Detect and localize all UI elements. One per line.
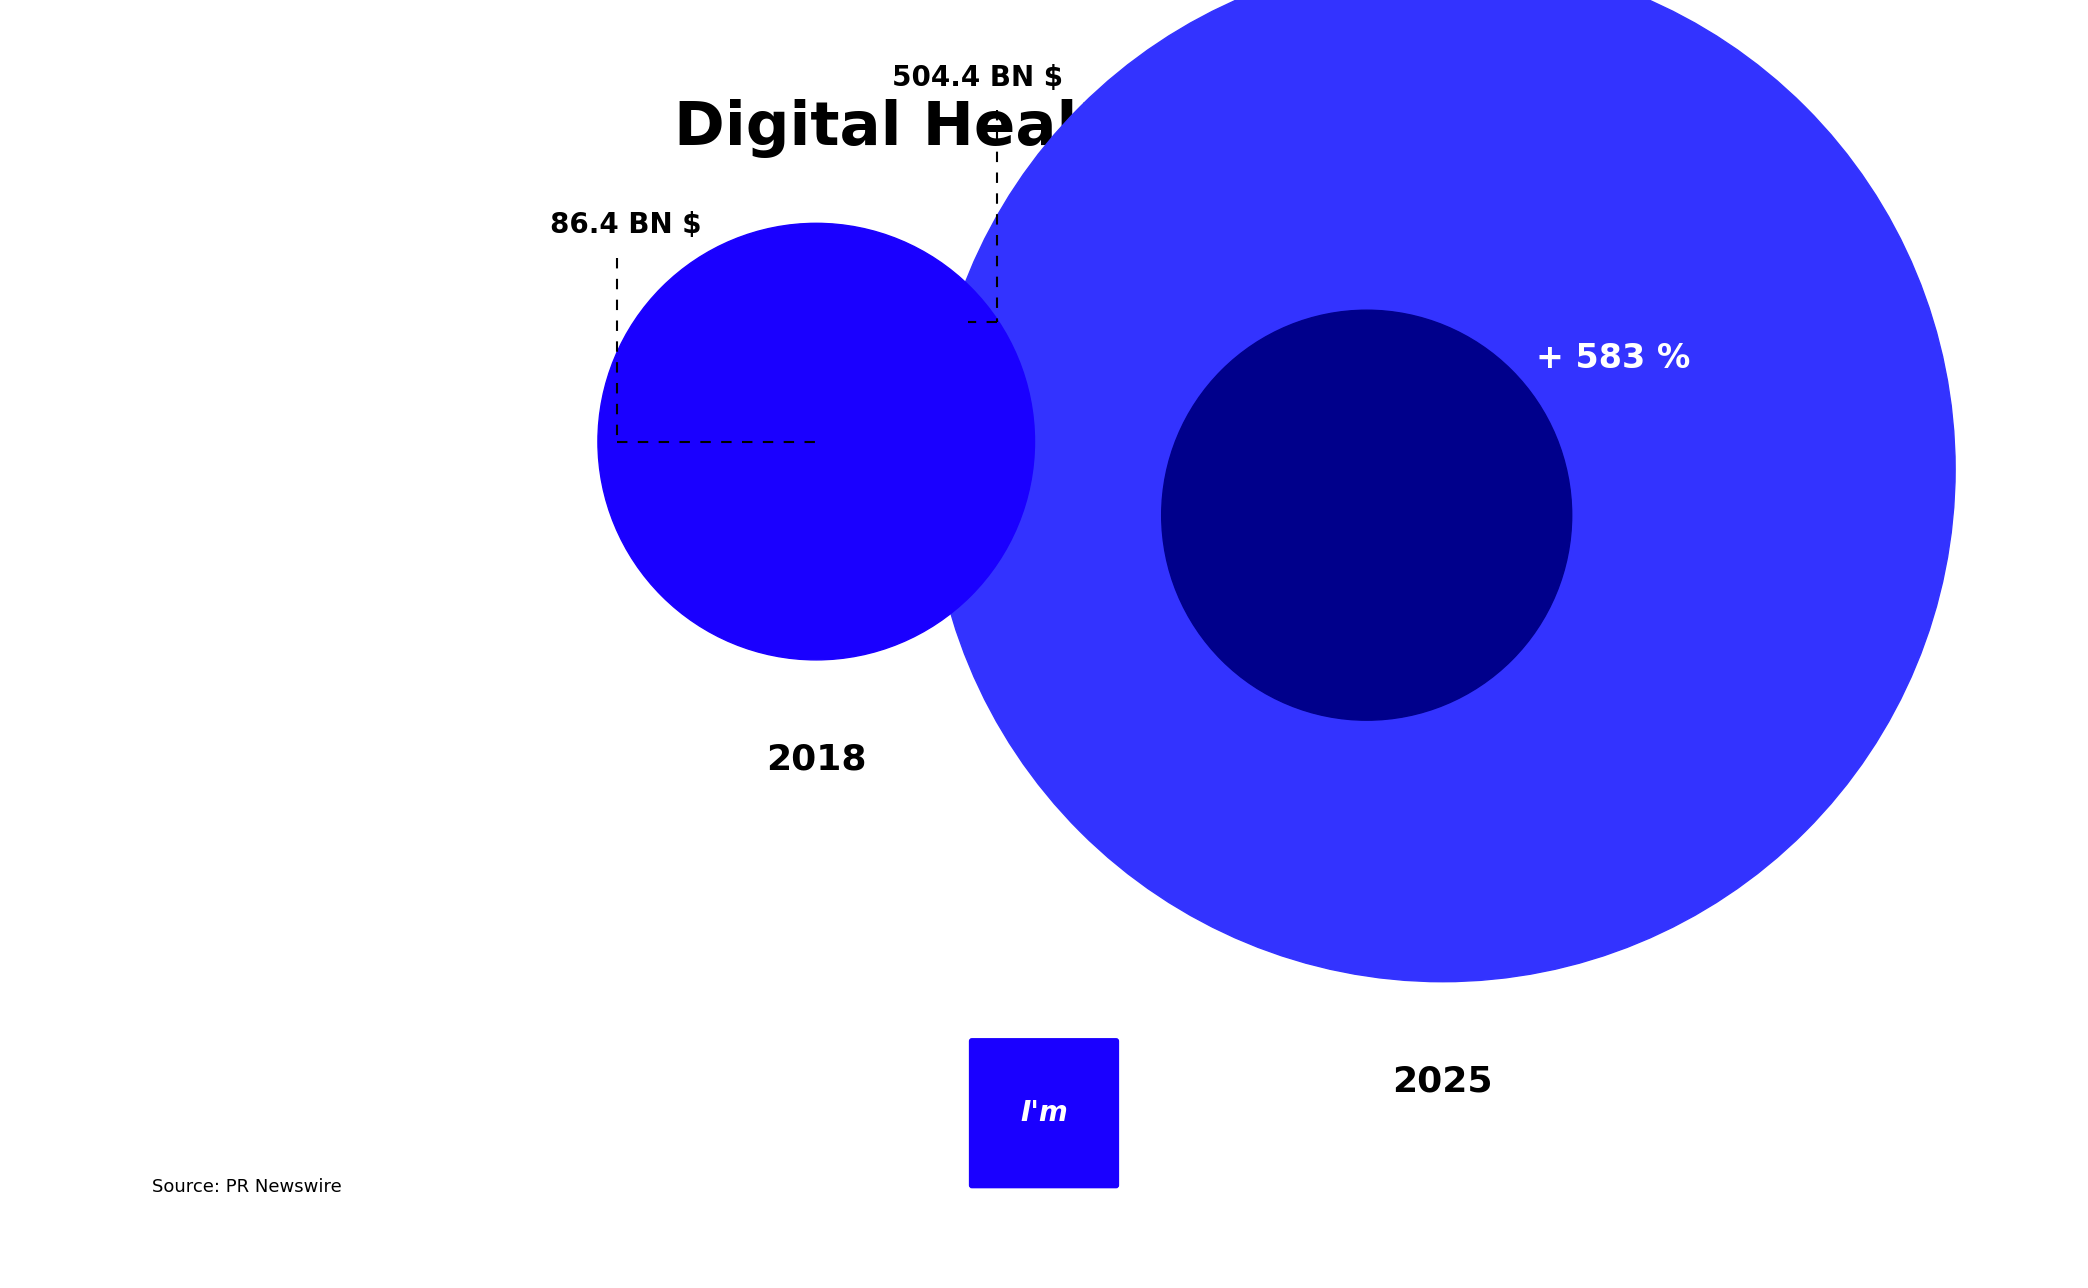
Text: + 583 %: + 583 % (1537, 343, 1691, 375)
Circle shape (929, 0, 1954, 981)
Text: 2018: 2018 (766, 743, 867, 777)
Text: 86.4 BN $: 86.4 BN $ (551, 211, 702, 240)
Text: 504.4 BN $: 504.4 BN $ (892, 64, 1063, 91)
Text: I'm: I'm (1021, 1099, 1067, 1127)
Text: 2025: 2025 (1393, 1064, 1493, 1099)
Circle shape (1161, 310, 1572, 720)
Text: Digital Health Market: Digital Health Market (674, 99, 1414, 158)
Text: Source: PR Newswire: Source: PR Newswire (152, 1177, 342, 1195)
FancyBboxPatch shape (969, 1038, 1119, 1189)
Circle shape (597, 223, 1034, 659)
